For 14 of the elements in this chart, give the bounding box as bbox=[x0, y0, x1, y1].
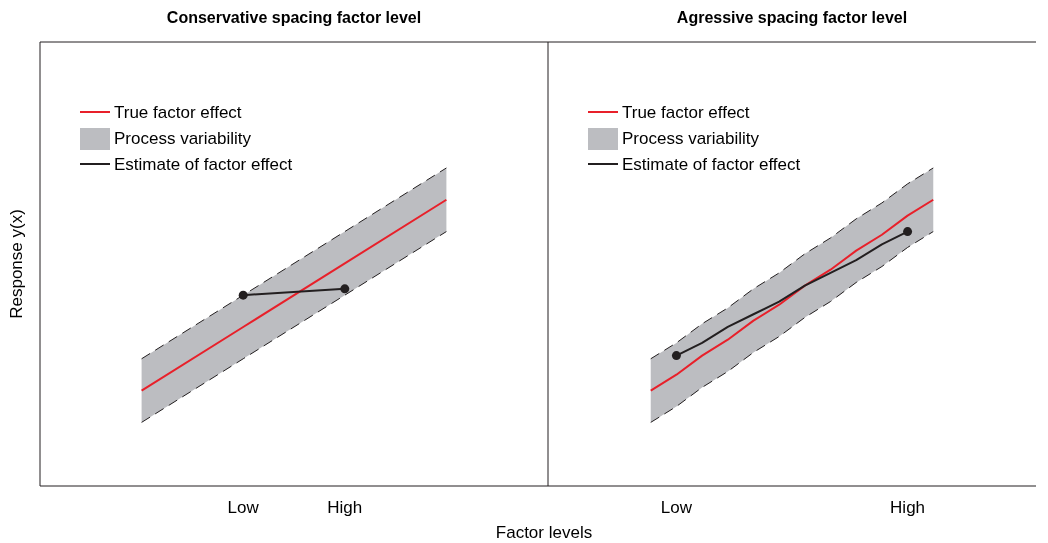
legend-label: Estimate of factor effect bbox=[622, 155, 801, 174]
y-axis-title: Response y(x) bbox=[7, 209, 26, 319]
legend-label: Process variability bbox=[114, 129, 252, 148]
x-tick-label: Low bbox=[660, 498, 693, 517]
legend-label: Estimate of factor effect bbox=[114, 155, 293, 174]
x-tick-label: High bbox=[327, 498, 363, 517]
legend-label: True factor effect bbox=[622, 103, 750, 122]
legend-label: True factor effect bbox=[114, 103, 242, 122]
chart-title: Agressive spacing factor level bbox=[676, 9, 908, 26]
x-tick-label: Low bbox=[227, 498, 260, 517]
chart-title: Conservative spacing factor level bbox=[166, 9, 422, 26]
x-tick-label: High bbox=[890, 498, 926, 517]
legend-label: Process variability bbox=[622, 129, 760, 148]
x-axis-title: Factor levels bbox=[495, 523, 593, 542]
